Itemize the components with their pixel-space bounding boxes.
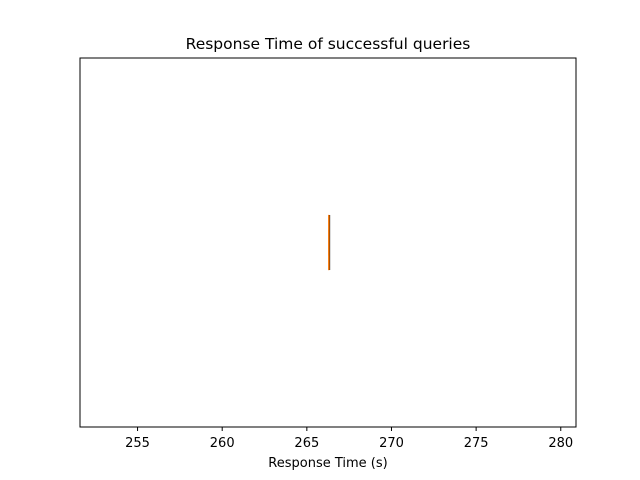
x-tick-label: 270	[379, 436, 404, 451]
x-tick-label: 275	[464, 436, 489, 451]
x-tick-label: 255	[125, 436, 150, 451]
x-tick-label: 280	[548, 436, 573, 451]
x-tick-label: 265	[294, 436, 319, 451]
chart-title: Response Time of successful queries	[186, 35, 471, 53]
x-tick-label: 260	[210, 436, 235, 451]
box-group	[328, 214, 331, 271]
x-axis: 255 260 265 270 275 280	[125, 427, 573, 451]
x-axis-label: Response Time (s)	[268, 456, 387, 471]
plot-area	[79, 57, 577, 428]
